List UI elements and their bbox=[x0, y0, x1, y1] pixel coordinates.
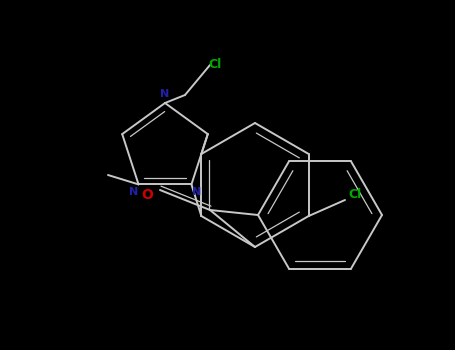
Text: Cl: Cl bbox=[349, 189, 362, 202]
Text: O: O bbox=[141, 188, 153, 202]
Text: N: N bbox=[160, 89, 170, 99]
Text: Cl: Cl bbox=[208, 58, 222, 71]
Text: N: N bbox=[129, 187, 138, 197]
Text: N: N bbox=[192, 187, 202, 197]
